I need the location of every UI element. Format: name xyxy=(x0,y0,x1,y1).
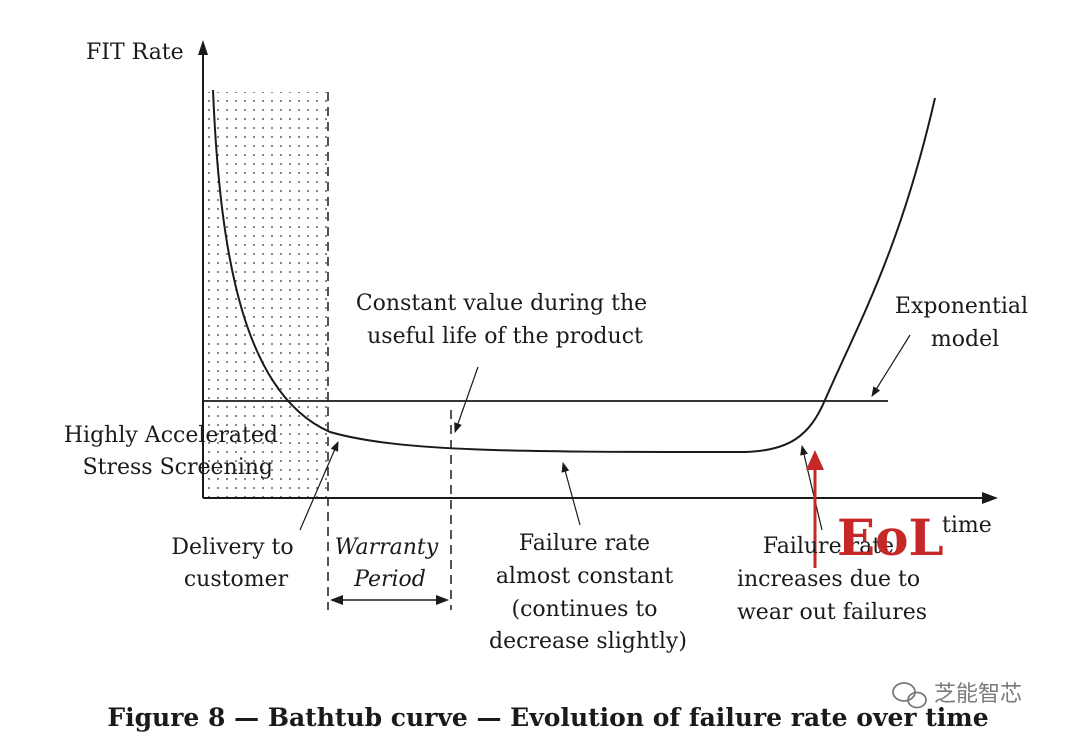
exponential-model-label: Exponential model xyxy=(895,294,1035,352)
y-axis-label: FIT Rate xyxy=(86,40,184,65)
x-axis-label: time xyxy=(942,513,992,538)
x-axis-arrowhead xyxy=(982,492,998,504)
pointer-constant-value xyxy=(454,366,479,433)
watermark-text: 芝能智芯 xyxy=(934,682,1022,707)
eol-arrowhead xyxy=(806,450,824,470)
failure-constant-label: Failure rate almost constant (continues … xyxy=(489,531,687,654)
constant-value-label: Constant value during the useful life of… xyxy=(356,291,654,349)
pointer-exponential xyxy=(871,334,911,397)
pointer-delivery xyxy=(299,441,339,531)
hass-region xyxy=(203,92,328,498)
bathtub-curve xyxy=(212,89,936,454)
pointer-failure-increase xyxy=(800,445,823,531)
watermark: 芝能智芯 xyxy=(892,682,1022,709)
warranty-arrow-left-head xyxy=(330,595,343,605)
delivery-label: Delivery to customer xyxy=(171,535,300,592)
eol-label: EoL xyxy=(837,508,944,567)
y-axis-arrowhead xyxy=(198,40,208,55)
failure-increase-label: Failure rate increases due to wear out f… xyxy=(737,534,927,625)
figure-caption: Figure 8 — Bathtub curve — Evolution of … xyxy=(107,703,988,732)
warranty-label: Warranty Period xyxy=(335,535,445,592)
pointer-failure-constant xyxy=(561,462,581,526)
wechat-icon xyxy=(892,682,927,709)
hass-label: Highly Accelerated Stress Screening xyxy=(64,423,285,480)
warranty-arrow-right-head xyxy=(436,595,449,605)
